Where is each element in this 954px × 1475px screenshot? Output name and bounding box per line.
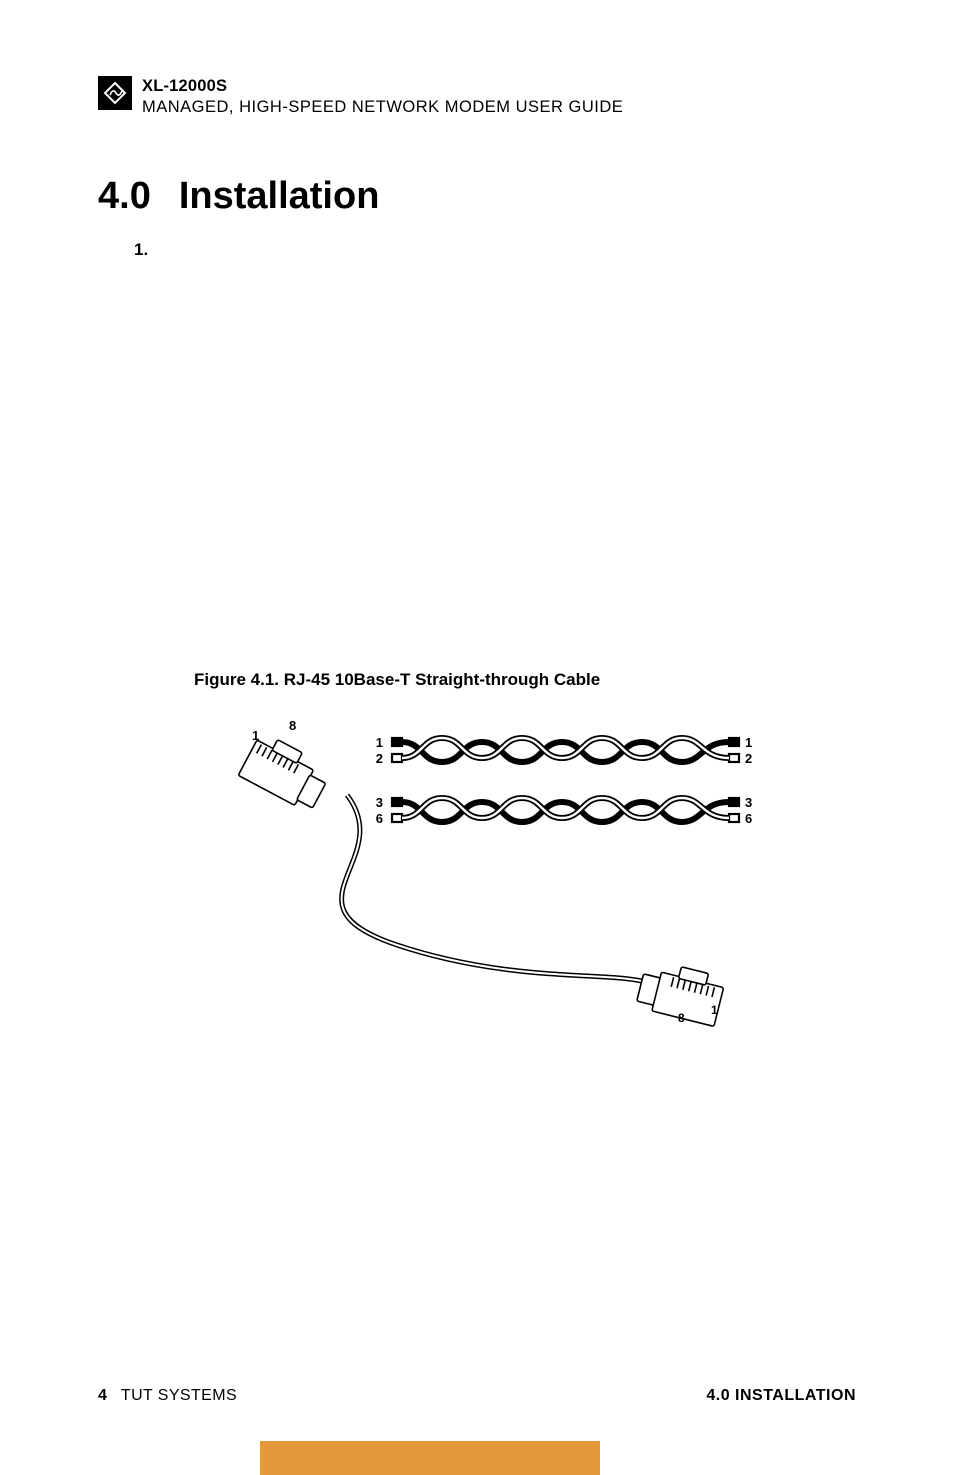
figure-caption: Figure 4.1. RJ-45 10Base-T Straight-thro… — [194, 670, 856, 690]
footer-section-ref: 4.0 INSTALLATION — [706, 1387, 856, 1405]
wire-label: 2 — [376, 751, 383, 766]
section-number: 4.0 — [98, 175, 151, 218]
wire-label: 6 — [745, 811, 752, 826]
wire-label: 2 — [745, 751, 752, 766]
pin-label: 1 — [252, 728, 259, 743]
page-number: 4 — [98, 1387, 107, 1405]
pin-label: 8 — [289, 720, 296, 733]
section-title: Installation — [179, 175, 380, 218]
brand-logo-icon — [98, 76, 132, 110]
model-id: XL-12000S — [142, 76, 623, 97]
wire-label: 3 — [376, 795, 383, 810]
section-heading: 4.0 Installation — [98, 175, 856, 218]
footer-company: TUT SYSTEMS — [121, 1387, 237, 1405]
guide-subtitle: MANAGED, HIGH-SPEED NETWORK MODEM USER G… — [142, 97, 623, 118]
wire-label: 1 — [376, 735, 383, 750]
page-footer: 4 TUT SYSTEMS 4.0 INSTALLATION — [98, 1387, 856, 1405]
wire-label: 6 — [376, 811, 383, 826]
accent-bar — [260, 1441, 600, 1475]
page: XL-12000S MANAGED, HIGH-SPEED NETWORK MO… — [0, 0, 954, 1475]
pin-label: 1 — [711, 1003, 718, 1017]
rj45-cable-diagram: 1 8 8 — [197, 720, 757, 1030]
figure-container: 1 8 8 — [98, 720, 856, 1030]
wire-label: 1 — [745, 735, 752, 750]
pin-label: 8 — [678, 1011, 685, 1025]
step-number: 1. — [134, 240, 148, 259]
step-list: 1. — [98, 240, 856, 260]
document-header: XL-12000S MANAGED, HIGH-SPEED NETWORK MO… — [98, 76, 856, 117]
header-text-block: XL-12000S MANAGED, HIGH-SPEED NETWORK MO… — [142, 76, 623, 117]
footer-left: 4 TUT SYSTEMS — [98, 1387, 237, 1405]
wire-label: 3 — [745, 795, 752, 810]
